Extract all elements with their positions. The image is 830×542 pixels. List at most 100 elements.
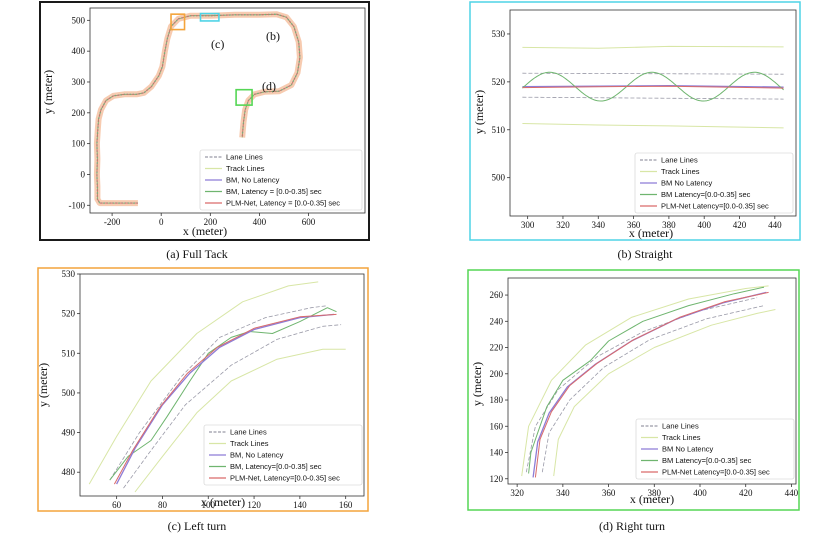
zoom-box-label-c: (c) bbox=[211, 37, 224, 51]
panel-caption: (c) Left turn bbox=[168, 519, 227, 533]
legend-entry: PLM-Net, Latency = [0.0-0.35] sec bbox=[226, 199, 340, 208]
panel-b-frame bbox=[469, 1, 801, 241]
legend: Lane Lines Track Lines BM, No Latency BM, L… bbox=[203, 424, 363, 486]
series-line-plm bbox=[534, 291, 769, 478]
y-tick-label: 120 bbox=[490, 474, 504, 484]
y-tick-label: 160 bbox=[490, 421, 504, 431]
x-axis-label: x (meter) bbox=[630, 492, 674, 506]
y-tick-label: 300 bbox=[72, 77, 86, 87]
series-line-bm_lat bbox=[109, 307, 337, 481]
x-tick-label: 360 bbox=[602, 488, 616, 498]
panel-left-turn: 60 80 100 120 140 160 480 490 500 510 520 530 x (me… bbox=[36, 267, 369, 533]
y-tick-label: 490 bbox=[62, 428, 76, 438]
y-tick-label: 510 bbox=[62, 348, 76, 358]
legend: Lane Lines Track Lines BM No Latency BM Lat… bbox=[635, 418, 795, 480]
x-tick-label: 340 bbox=[592, 220, 606, 230]
series-line-track bbox=[522, 45, 784, 49]
y-tick-label: 520 bbox=[62, 309, 76, 319]
series-line-bm_lat bbox=[522, 71, 784, 102]
y-tick-label: 220 bbox=[490, 343, 504, 353]
series-line-bm_nolat bbox=[116, 313, 335, 485]
y-tick-label: 530 bbox=[62, 269, 76, 279]
legend-entry: BM, No Latency bbox=[230, 451, 284, 460]
legend-entry: PLM-Net Latency=[0.0-0.35] sec bbox=[661, 202, 769, 211]
x-tick-label: 380 bbox=[648, 488, 662, 498]
legend-box bbox=[634, 152, 794, 214]
x-tick-label: 400 bbox=[253, 217, 267, 227]
legend-box bbox=[203, 424, 363, 486]
x-tick-label: 60 bbox=[112, 500, 122, 510]
x-tick-label: 400 bbox=[697, 220, 711, 230]
series-line-lane bbox=[541, 305, 765, 473]
x-tick-label: 120 bbox=[247, 500, 261, 510]
y-axis-label: y (meter) bbox=[36, 363, 50, 407]
panel-caption: (d) Right turn bbox=[599, 519, 665, 533]
x-tick-label: 420 bbox=[739, 488, 753, 498]
x-tick-label: 400 bbox=[693, 488, 707, 498]
series-line-track bbox=[522, 123, 784, 129]
legend-entry: Lane Lines bbox=[661, 156, 698, 165]
legend-entry: BM, No Latency bbox=[226, 176, 280, 185]
y-tick-label: 500 bbox=[62, 388, 76, 398]
legend-entry: Lane Lines bbox=[226, 153, 263, 162]
series-line-track bbox=[88, 281, 319, 485]
legend-entry: Lane Lines bbox=[662, 422, 699, 431]
series-line-plm bbox=[113, 313, 337, 485]
legend-entry: PLM-Net, Latency=[0.0-0.35] sec bbox=[230, 474, 340, 483]
series-line-plm-net bbox=[96, 13, 301, 204]
y-tick-label: 200 bbox=[490, 369, 504, 379]
x-tick-label: 100 bbox=[202, 500, 216, 510]
legend-entry: Lane Lines bbox=[230, 428, 267, 437]
x-tick-label: 600 bbox=[302, 217, 316, 227]
panel-a-frame bbox=[39, 1, 370, 241]
legend-box bbox=[635, 418, 795, 480]
y-tick-label: 140 bbox=[490, 448, 504, 458]
panel-caption: (a) Full Tack bbox=[166, 247, 228, 261]
legend-entry: BM Latency=[0.0-0.35] sec bbox=[661, 190, 751, 199]
x-tick-label: 0 bbox=[159, 217, 164, 227]
series-line-lane bbox=[522, 72, 784, 75]
y-tick-label: 510 bbox=[492, 125, 506, 135]
y-tick-label: 520 bbox=[492, 77, 506, 87]
legend-entry: PLM-Net Latency=[0.0-0.35] sec bbox=[662, 468, 770, 477]
series-line-track bbox=[134, 348, 346, 493]
legend-entry: BM No Latency bbox=[661, 179, 713, 188]
panel-d-frame bbox=[467, 269, 800, 511]
zoom-box-label-b: (b) bbox=[266, 29, 280, 43]
x-tick-label: 360 bbox=[627, 220, 641, 230]
y-tick-label: 240 bbox=[490, 316, 504, 326]
y-tick-label: 180 bbox=[490, 395, 504, 405]
panel-right-turn: 320 340 360 380 400 420 440 120 140 160 180 200 220 2… bbox=[467, 269, 800, 533]
y-axis-label: y (meter) bbox=[41, 70, 55, 114]
series-line-plm bbox=[522, 85, 784, 89]
series-line-lane bbox=[109, 305, 328, 481]
x-tick-label: 320 bbox=[556, 220, 570, 230]
legend: Lane Lines Track Lines BM No Latency BM Lat… bbox=[634, 152, 794, 214]
y-tick-label: 400 bbox=[72, 46, 86, 56]
x-tick-label: 160 bbox=[339, 500, 353, 510]
x-tick-label: 440 bbox=[768, 220, 782, 230]
y-tick-label: 480 bbox=[62, 467, 76, 477]
x-tick-label: 300 bbox=[521, 220, 535, 230]
legend-entry: Track Lines bbox=[661, 167, 700, 176]
series-line-track bbox=[521, 285, 769, 477]
x-tick-label: 140 bbox=[293, 500, 307, 510]
legend-entry: BM No Latency bbox=[662, 445, 714, 454]
series-line-bm_lat bbox=[528, 286, 765, 474]
legend-entry: BM, Latency = [0.0-0.35] sec bbox=[226, 187, 322, 196]
legend-entry: Track Lines bbox=[662, 433, 701, 442]
y-tick-label: 0 bbox=[81, 169, 86, 179]
x-tick-label: 80 bbox=[158, 500, 168, 510]
x-tick-label: 420 bbox=[733, 220, 747, 230]
legend: Lane Lines Track Lines BM, No Latency BM, L… bbox=[199, 149, 363, 211]
panel-c-frame bbox=[37, 267, 369, 512]
x-axis-label: x (meter) bbox=[629, 226, 673, 240]
series-line-lane bbox=[522, 96, 784, 100]
y-tick-label: 100 bbox=[72, 139, 86, 149]
x-tick-label: 340 bbox=[556, 488, 570, 498]
x-tick-label: 440 bbox=[785, 488, 799, 498]
x-tick-label: 320 bbox=[510, 488, 524, 498]
legend-entry: BM Latency=[0.0-0.35] sec bbox=[662, 456, 752, 465]
zoom-box-c bbox=[170, 13, 186, 31]
x-axis-label: x (meter) bbox=[201, 495, 245, 509]
